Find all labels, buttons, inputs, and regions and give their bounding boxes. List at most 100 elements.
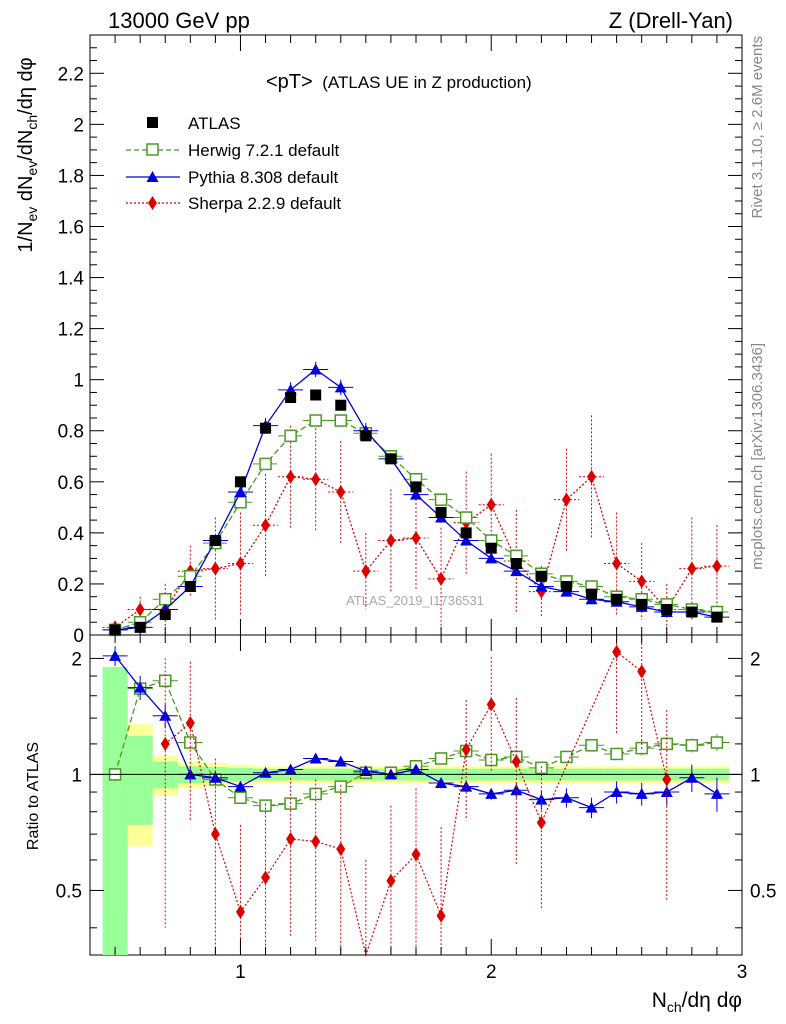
legend-marker-herwig (146, 143, 159, 156)
ratio-point-pythia-10 (359, 765, 372, 777)
rtick-label-left-1: 1 (71, 765, 82, 786)
point-atlas-8 (310, 389, 322, 401)
ratio-point-herwig-15 (484, 753, 498, 767)
point-sherpa-4 (210, 561, 220, 576)
point-herwig-13 (434, 493, 448, 506)
point-pythia-14 (460, 534, 473, 546)
point-pythia-17 (535, 580, 548, 592)
chart-title-main: <pT> (266, 71, 313, 93)
ratio-point-sherpa-12 (461, 742, 471, 757)
ratio-point-sherpa-1 (185, 715, 195, 730)
ytick-label-1: 0.2 (58, 575, 84, 596)
ratio-point-pythia-8 (309, 752, 322, 764)
point-sherpa-21 (637, 574, 647, 589)
point-atlas-12 (410, 481, 422, 493)
rtick-label-right-2: 2 (750, 649, 761, 670)
ratio-point-herwig-23 (685, 739, 699, 752)
point-atlas-14 (460, 527, 472, 539)
ratio-point-pythia-23 (685, 771, 698, 783)
ratio-point-sherpa-5 (286, 831, 296, 846)
legend-marker-pythia (146, 171, 159, 182)
point-pythia-9 (334, 381, 347, 393)
point-atlas-11 (385, 453, 397, 465)
ratio-point-sherpa-14 (511, 754, 521, 769)
ratio-point-herwig-20 (610, 747, 623, 761)
ratio-point-sherpa-10 (411, 847, 421, 862)
ratio-point-sherpa-0 (160, 736, 170, 751)
main-marks (102, 361, 730, 637)
ytick-label-11: 2.2 (58, 64, 84, 85)
point-atlas-23 (686, 606, 698, 618)
ratio-point-herwig-18 (560, 750, 573, 764)
ratio-point-pythia-0 (109, 649, 122, 661)
ratio-point-sherpa-16 (612, 644, 622, 659)
point-atlas-7 (285, 392, 297, 404)
ytick-label-0: 0 (73, 626, 84, 647)
ratio-point-herwig-6 (259, 799, 272, 812)
rtick-label-right-0: 0.5 (750, 881, 776, 902)
rtick-label-right-1: 1 (750, 765, 761, 786)
point-sherpa-13 (436, 571, 446, 586)
ratio-y-axis-label: Ratio to ATLAS (25, 742, 42, 850)
ratio-point-pythia-21 (635, 787, 648, 799)
ytick-label-3: 0.6 (58, 473, 84, 494)
ratio-point-pythia-14 (460, 780, 473, 792)
ratio-point-herwig-8 (309, 787, 322, 801)
analysis-watermark: ATLAS_2019_I1736531 (346, 593, 484, 608)
ratio-point-pythia-4 (209, 771, 222, 783)
ratio-point-sherpa-18 (662, 772, 672, 787)
ytick-label-7: 1.4 (58, 269, 85, 290)
ytick-label-4: 0.8 (58, 422, 84, 443)
ratio-point-pythia-13 (435, 777, 448, 789)
ratio-point-pythia-9 (334, 755, 347, 767)
ratio-point-sherpa-11 (436, 908, 446, 923)
ratio-point-sherpa-15 (536, 815, 546, 830)
ratio-point-pythia-16 (510, 784, 523, 796)
point-sherpa-20 (612, 556, 622, 571)
point-herwig-8 (309, 414, 322, 427)
point-sherpa-24 (712, 559, 722, 574)
point-pythia-12 (410, 488, 422, 500)
ytick-label-9: 1.8 (58, 166, 84, 187)
header-right: Z (Drell-Yan) (609, 8, 733, 33)
ratio-point-herwig-5 (234, 791, 247, 804)
point-pythia-8 (309, 363, 322, 375)
ytick-label-6: 1.2 (58, 320, 84, 341)
ratio-point-herwig-24 (710, 736, 724, 749)
point-atlas-24 (711, 611, 723, 623)
point-atlas-13 (435, 506, 447, 518)
legend-marker-atlas (147, 117, 158, 128)
point-atlas-10 (360, 430, 372, 442)
ytick-label-8: 1.6 (58, 217, 84, 238)
ratio-point-herwig-2 (158, 674, 172, 687)
ratio-point-sherpa-17 (637, 664, 647, 679)
point-atlas-20 (611, 593, 623, 605)
ratio-line-herwig (114, 679, 717, 807)
point-atlas-6 (260, 422, 272, 434)
point-herwig-7 (284, 429, 297, 443)
legend-label-atlas: ATLAS (188, 114, 241, 133)
point-sherpa-1 (135, 602, 145, 617)
ytick-label-5: 1 (73, 371, 84, 392)
ratio-point-pythia-1 (134, 681, 147, 693)
point-atlas-3 (184, 580, 196, 592)
point-atlas-22 (661, 603, 673, 615)
xtick-label-1: 2 (486, 962, 497, 983)
ytick-label-10: 2 (73, 115, 84, 136)
xtick-label-2: 3 (737, 962, 748, 983)
ratio-point-pythia-18 (560, 791, 573, 803)
rtick-label-left-2: 2 (71, 649, 82, 670)
point-sherpa-23 (687, 561, 697, 576)
point-atlas-18 (560, 580, 572, 592)
point-pythia-16 (510, 565, 523, 577)
ratio-point-sherpa-4 (261, 870, 271, 885)
y-axis-label: 1/Nev dNev/dNch/dη dφ (15, 57, 40, 252)
ratio-point-pythia-7 (284, 763, 297, 775)
point-herwig-6 (259, 457, 272, 471)
ratio-marks (102, 635, 730, 958)
ratio-point-pythia-20 (610, 786, 623, 798)
band-green-0 (102, 666, 128, 955)
point-sherpa-7 (286, 469, 296, 484)
ratio-point-pythia-19 (585, 801, 598, 813)
